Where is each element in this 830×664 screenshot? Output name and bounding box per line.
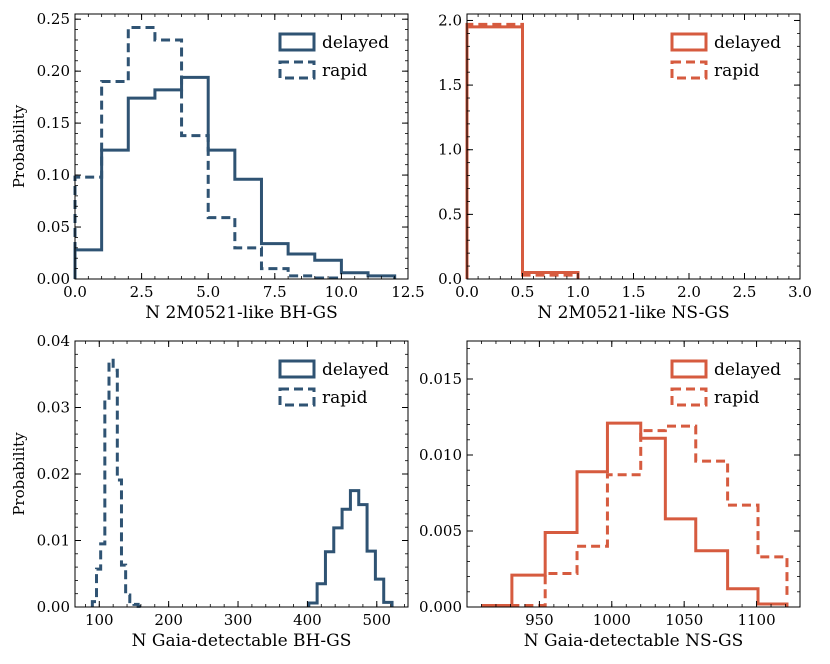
panel-ns-2m: 0.0 0.5 1.0 1.5 2.0 2.5 3.0 0.0 0.5 1.0 1.5 2.0 N 2M… (438, 11, 812, 323)
axes-frame (74, 13, 409, 280)
x-tick-label: 1.0 (566, 283, 590, 301)
x-tick-label: 300 (224, 611, 253, 629)
legend-label-rapid: rapid (714, 61, 760, 81)
y-axis-label: Probability (10, 104, 28, 188)
series-rapid (510, 424, 789, 607)
y-tick-label: 0.010 (419, 446, 462, 464)
y-tick-label: 0.25 (37, 10, 70, 28)
x-tick-label: 0.5 (511, 283, 535, 301)
legend-label-delayed: delayed (714, 33, 781, 53)
series-delayed (73, 75, 397, 279)
x-tick-label: 400 (293, 611, 322, 629)
x-tick-label: 3.0 (788, 283, 812, 301)
legend-swatch-delayed (670, 32, 708, 52)
x-tick-label: 1000 (593, 611, 631, 629)
x-tick-label: 12.5 (391, 283, 424, 301)
x-tick-label: 0.0 (63, 283, 87, 301)
series-delayed (481, 421, 789, 607)
y-tick-label: 0.0 (438, 270, 462, 288)
x-tick-label: 1.5 (622, 283, 646, 301)
series-rapid (73, 26, 343, 280)
series-delayed (307, 489, 394, 607)
y-tick-label: 0.15 (37, 114, 70, 132)
legend-label-delayed: delayed (322, 33, 389, 53)
x-axis-label: N 2M0521-like NS-GS (537, 303, 729, 323)
legend-swatch-rapid (278, 60, 316, 80)
panel-bh-2m: 0.0 2.5 5.0 7.5 10.0 12.5 0.00 0.05 0.10 0.15 0.20… (10, 10, 425, 323)
x-axis-label: N 2M0521-like BH-GS (145, 303, 337, 323)
legend-label-rapid: rapid (714, 388, 760, 408)
x-tick-label: 2.0 (677, 283, 701, 301)
x-tick-label: 200 (154, 611, 183, 629)
y-tick-label: 0.005 (419, 522, 462, 540)
y-tick-label: 0.04 (37, 332, 70, 350)
x-tick-label: 0.0 (455, 283, 479, 301)
y-tick-label: 1.5 (438, 76, 462, 94)
axes-frame (74, 340, 409, 608)
x-tick-label: 100 (85, 611, 114, 629)
y-tick-label: 0.000 (419, 598, 462, 616)
y-tick-label: 0.20 (37, 62, 70, 80)
axes-frame (466, 340, 801, 608)
legend-swatch-delayed (278, 359, 316, 379)
x-tick-label: 10.0 (325, 283, 358, 301)
legend: delayed rapid (278, 32, 389, 81)
y-tick-label: 0.015 (419, 370, 462, 388)
legend: delayed rapid (670, 359, 781, 408)
y-tick-label: 0.02 (37, 465, 70, 483)
x-axis-label: N Gaia-detectable NS-GS (524, 631, 744, 651)
legend-swatch-rapid (670, 387, 708, 407)
y-tick-label: 2.0 (438, 11, 462, 29)
x-tick-label: 5.0 (196, 283, 220, 301)
legend-label-rapid: rapid (322, 61, 368, 81)
x-tick-label: 950 (525, 611, 554, 629)
y-tick-label: 0.5 (438, 205, 462, 223)
y-tick-label: 0.10 (37, 166, 70, 184)
legend-swatch-delayed (670, 359, 708, 379)
series-rapid (90, 358, 144, 608)
legend-swatch-rapid (670, 60, 708, 80)
x-tick-label: 2.5 (733, 283, 757, 301)
legend-label-rapid: rapid (322, 388, 368, 408)
panel-bh-gaia: 100 200 300 400 500 0.00 0.01 0.02 0.03 0.04 N Gai… (10, 332, 409, 651)
y-axis-label: Probability (10, 432, 28, 516)
y-tick-label: 0.00 (37, 270, 70, 288)
x-tick-label: 500 (362, 611, 391, 629)
x-tick-label: 7.5 (263, 283, 287, 301)
x-axis-label: N Gaia-detectable BH-GS (132, 631, 352, 651)
x-tick-label: 2.5 (130, 283, 154, 301)
x-tick-label: 1050 (665, 611, 703, 629)
panel-ns-gaia: 950 1000 1050 1100 0.000 0.005 0.010 0.015 N Gai… (419, 340, 801, 651)
legend-label-delayed: delayed (322, 360, 389, 380)
y-tick-label: 0.00 (37, 598, 70, 616)
legend-swatch-rapid (278, 387, 316, 407)
x-tick-label: 1100 (737, 611, 775, 629)
y-tick-label: 1.0 (438, 141, 462, 159)
legend: delayed rapid (278, 359, 389, 408)
y-tick-label: 0.05 (37, 218, 70, 236)
axes-frame (466, 13, 801, 280)
y-tick-label: 0.03 (37, 399, 70, 417)
legend-label-delayed: delayed (714, 360, 781, 380)
legend: delayed rapid (670, 32, 781, 81)
y-tick-label: 0.01 (37, 532, 70, 550)
legend-swatch-delayed (278, 32, 316, 52)
